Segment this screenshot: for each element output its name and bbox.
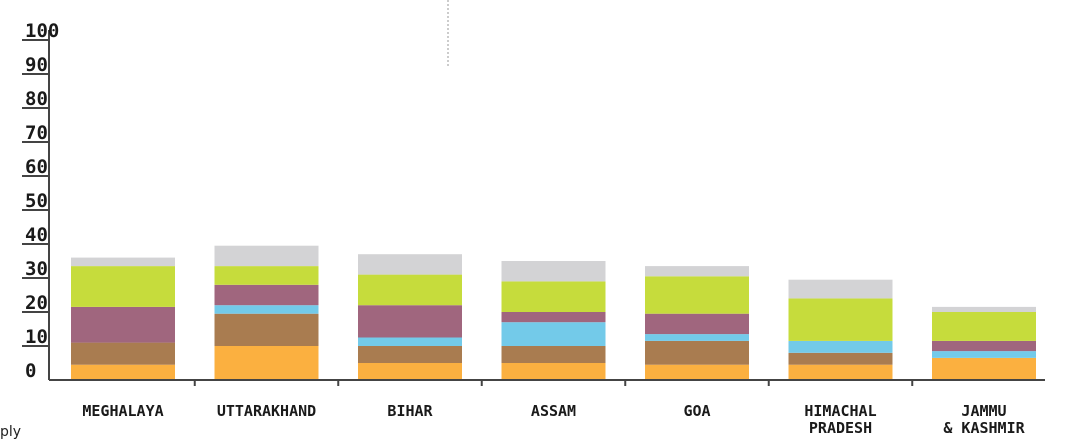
- bar-segment: [358, 363, 462, 380]
- bar-segment: [788, 340, 893, 353]
- bar-segment: [358, 337, 462, 346]
- bar-segment: [358, 254, 462, 275]
- bar-segment: [932, 312, 1036, 341]
- bar-segment: [501, 312, 606, 323]
- x-axis: MEGHALAYA UTTARAKHAND BIHAR ASSAM GOA HIMACHA…: [49, 379, 1045, 437]
- bar-segment: [788, 364, 893, 380]
- bar-segment: [358, 346, 462, 363]
- bar-segment: [932, 340, 1036, 352]
- bar-segment: [501, 322, 606, 346]
- bar-segment: [358, 274, 462, 306]
- bar-segment: [214, 284, 319, 306]
- x-tick-label: MEGHALAYA: [82, 402, 163, 420]
- bar-segment: [358, 305, 462, 338]
- bar-segment: [71, 257, 175, 267]
- x-tick-label: UTTARAKHAND: [217, 402, 316, 420]
- bar-segment: [645, 313, 749, 335]
- stray-text: ply: [0, 424, 22, 440]
- y-tick-label: 0: [25, 360, 36, 382]
- y-tick-label: 70: [25, 122, 48, 144]
- y-tick-label: 20: [25, 292, 48, 314]
- y-tick-label: 100: [25, 20, 59, 42]
- x-tick-label: ASSAM: [531, 402, 576, 420]
- x-tick-label: & KASHMIR: [943, 419, 1025, 437]
- bar-segment: [645, 276, 749, 314]
- bar-segment: [71, 306, 175, 343]
- y-tick-label: 80: [25, 88, 48, 110]
- bar-segment: [645, 334, 749, 341]
- bar-segment: [214, 305, 319, 314]
- y-tick-label: 10: [25, 326, 48, 348]
- y-axis: 0 10 20 30 40 50 60 70 80 90 100: [22, 20, 59, 382]
- bar-segment: [501, 363, 606, 380]
- bar-segment: [214, 346, 319, 380]
- bar-segment: [71, 342, 175, 365]
- bars: [71, 245, 1036, 380]
- y-tick-label: 50: [25, 190, 48, 212]
- bar-segment: [788, 298, 893, 341]
- bar-segment: [214, 313, 319, 346]
- bar-segment: [501, 281, 606, 312]
- x-tick-label: HIMACHAL: [804, 402, 876, 420]
- bar-segment: [645, 340, 749, 365]
- y-tick-label: 40: [25, 224, 48, 246]
- bar-segment: [71, 364, 175, 380]
- bar-segment: [71, 266, 175, 307]
- x-tick-label: BIHAR: [387, 402, 433, 420]
- bar-segment: [214, 245, 319, 267]
- y-tick-label: 90: [25, 54, 48, 76]
- x-tick-label: PRADESH: [809, 419, 872, 437]
- bar-segment: [932, 351, 1036, 358]
- x-tick-label: JAMMU: [961, 402, 1006, 420]
- bar-segment: [214, 266, 319, 285]
- bar-segment: [501, 261, 606, 282]
- bar-segment: [788, 352, 893, 365]
- x-tick-label: GOA: [683, 402, 710, 420]
- bar-segment: [932, 306, 1036, 312]
- y-tick-label: 60: [25, 156, 48, 178]
- bar-segment: [501, 346, 606, 363]
- y-tick-label: 30: [25, 258, 48, 280]
- bar-segment: [932, 357, 1036, 380]
- bar-segment: [645, 266, 749, 277]
- bar-segment: [645, 364, 749, 380]
- bar-segment: [788, 279, 893, 299]
